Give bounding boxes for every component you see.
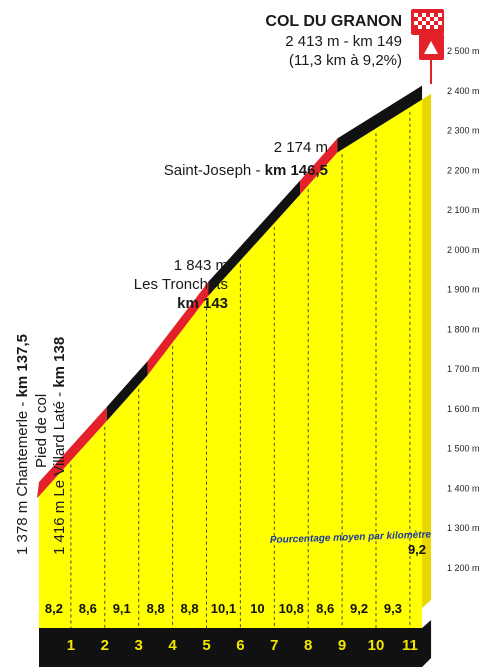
y-tick-label: 1 500 m (447, 444, 480, 454)
start-villard-late-label: 1 416 m Le Villard Laté - km 138 (51, 337, 68, 555)
y-tick-label: 1 900 m (447, 285, 480, 295)
segment-grade-label: 10,8 (279, 601, 304, 616)
start-pied-de-col-label: Pied de col (33, 394, 50, 468)
km-label: 1 (67, 637, 75, 654)
segment-grades: 8,2 8,6 9,1 8,8 8,8 10,1 10 10,8 8,6 9,2 9,3 9,2 (45, 542, 426, 616)
y-tick-label: 1 300 m (447, 523, 480, 533)
saint-joseph-altitude: 2 174 m (274, 139, 328, 156)
summit-info-line1: 2 413 m - km 149 (285, 33, 402, 50)
tronchets-altitude: 1 843 m (174, 257, 228, 274)
saint-joseph-km: km 146,5 (265, 162, 328, 179)
start-chantemerle-label: 1 378 m Chantemerle - km 137,5 (14, 334, 31, 555)
y-tick-label: 1 600 m (447, 404, 480, 414)
segment-grade-label: 9,3 (384, 601, 402, 616)
km-label: 9 (338, 637, 346, 654)
chantemerle-text: 1 378 m Chantemerle - (14, 397, 31, 555)
ribbon-start-cap (37, 482, 39, 499)
flag-checker-cell (414, 13, 418, 17)
segment-grade-label: 9,2 (350, 601, 368, 616)
segment-grade-label: 8,8 (147, 601, 165, 616)
flag-checker-cell (430, 13, 434, 17)
km-label: 11 (402, 637, 418, 654)
y-tick-label: 2 500 m (447, 46, 480, 56)
y-tick-label: 2 300 m (447, 126, 480, 136)
profile-area (39, 93, 432, 640)
y-tick-label: 1 800 m (447, 324, 480, 334)
flag-checker-cell (438, 21, 442, 25)
segment-grade-label: 10,1 (211, 601, 236, 616)
y-tick-label: 2 100 m (447, 205, 480, 215)
flag-checker-cell (422, 13, 426, 17)
km-label: 3 (135, 637, 143, 654)
base-bar-shape (39, 620, 432, 667)
km-label: 4 (168, 637, 177, 654)
saint-joseph-label: Saint-Joseph - km 146,5 (164, 162, 328, 179)
chantemerle-km: km 137,5 (14, 334, 31, 397)
y-tick-label: 1 200 m (447, 563, 480, 573)
y-axis: 1 200 m 1 300 m 1 400 m 1 500 m 1 600 m 1 700… (447, 46, 480, 573)
profile-side-face (422, 93, 432, 608)
y-tick-label: 2 000 m (447, 245, 480, 255)
km-label: 10 (368, 637, 385, 654)
flag-checker-cell (418, 25, 422, 29)
profile-ribbon-segment (300, 138, 338, 195)
km-base-bar: 1 2 3 4 5 6 7 8 9 10 11 (39, 620, 432, 667)
segment-grade-label: 8,8 (181, 601, 199, 616)
y-tick-label: 2 400 m (447, 86, 480, 96)
km-label: 8 (304, 637, 312, 654)
segment-grade-label: 9,2 (408, 542, 426, 557)
flag-checker-cell (438, 13, 442, 17)
km-label: 6 (236, 637, 244, 654)
flag-checker-cell (426, 25, 430, 29)
flag-checker-cell (422, 21, 426, 25)
summit-info-line2: (11,3 km à 9,2%) (289, 52, 402, 69)
y-tick-label: 1 400 m (447, 483, 480, 493)
segment-grade-label: 8,6 (316, 601, 334, 616)
segment-grade-label: 9,1 (113, 601, 131, 616)
chart-title: COL DU GRANON (265, 13, 402, 30)
saint-joseph-name: Saint-Joseph - (164, 162, 265, 179)
profile-ribbon (37, 85, 423, 499)
tronchets-name: Les Tronchets (134, 276, 228, 293)
km-label: 5 (202, 637, 210, 654)
flag-checker-cell (430, 21, 434, 25)
flag-checker-cell (414, 21, 418, 25)
km-label: 2 (101, 637, 109, 654)
y-tick-label: 1 700 m (447, 364, 480, 374)
segment-grade-label: 10 (250, 601, 264, 616)
villard-late-text: 1 416 m Le Villard Laté - (51, 388, 68, 555)
profile-fill (39, 99, 423, 640)
profile-ribbon-segment (39, 406, 107, 497)
flag-checker-cell (434, 25, 438, 29)
km-gridlines (70, 111, 411, 628)
flag-checker-cell (418, 17, 422, 21)
summit-flag-icon (411, 9, 444, 84)
segment-grade-label: 8,6 (79, 601, 97, 616)
profile-ribbon-segment (208, 180, 301, 296)
km-label: 7 (270, 637, 278, 654)
flag-checker-cell (426, 17, 430, 21)
flag-checker-cell (434, 17, 438, 21)
tronchets-km: km 143 (177, 295, 228, 312)
segment-grade-label: 8,2 (45, 601, 63, 616)
y-tick-label: 2 200 m (447, 165, 480, 175)
villard-late-km: km 138 (51, 337, 68, 388)
profile-ribbon-segment (337, 85, 423, 153)
profile-ribbon-segment (106, 361, 148, 421)
profile-ribbon-segment (147, 281, 209, 376)
